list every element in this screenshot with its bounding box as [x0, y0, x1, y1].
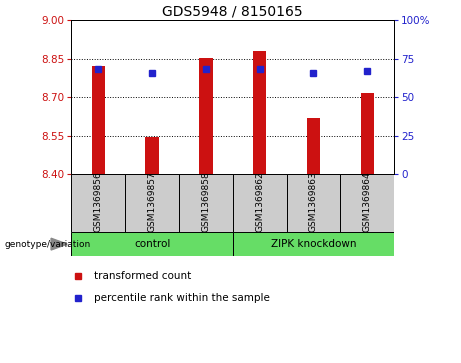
Text: percentile rank within the sample: percentile rank within the sample — [94, 293, 270, 303]
Text: genotype/variation: genotype/variation — [5, 240, 91, 249]
Text: ZIPK knockdown: ZIPK knockdown — [271, 239, 356, 249]
Bar — [71, 232, 233, 256]
Text: control: control — [134, 239, 170, 249]
Bar — [253, 51, 266, 174]
Bar — [125, 174, 179, 232]
Bar — [199, 58, 213, 174]
Text: transformed count: transformed count — [94, 270, 191, 281]
Bar — [340, 174, 394, 232]
Bar — [179, 174, 233, 232]
Bar — [307, 118, 320, 174]
Text: GSM1369863: GSM1369863 — [309, 172, 318, 232]
Text: GSM1369864: GSM1369864 — [363, 172, 372, 232]
Bar — [92, 66, 105, 174]
Bar — [233, 232, 394, 256]
Title: GDS5948 / 8150165: GDS5948 / 8150165 — [162, 5, 303, 19]
Text: GSM1369856: GSM1369856 — [94, 172, 103, 232]
Bar — [233, 174, 287, 232]
Bar — [145, 137, 159, 174]
Text: GSM1369858: GSM1369858 — [201, 172, 210, 232]
Bar — [361, 93, 374, 174]
Polygon shape — [51, 238, 67, 250]
Text: GSM1369857: GSM1369857 — [148, 172, 157, 232]
Text: GSM1369862: GSM1369862 — [255, 172, 264, 232]
Bar — [71, 174, 125, 232]
Bar — [287, 174, 340, 232]
